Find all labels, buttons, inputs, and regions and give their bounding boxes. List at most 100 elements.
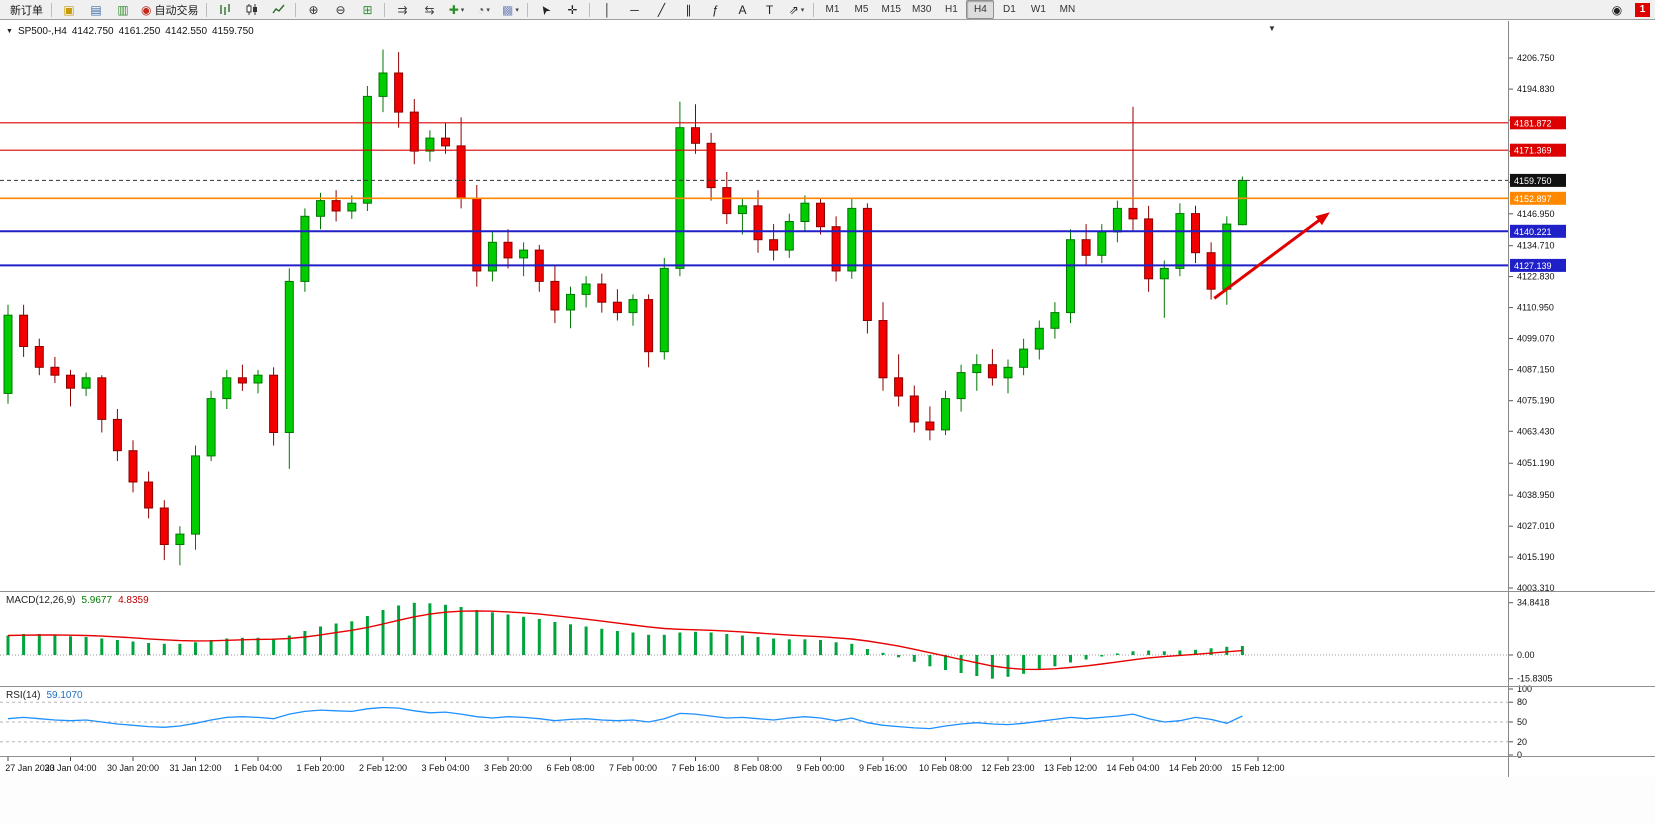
time-label: 30 Jan 04:00 — [44, 763, 96, 773]
price-tick-label: 4146.950 — [1517, 209, 1555, 219]
auto-scroll-icon[interactable]: ⇉ — [389, 0, 415, 19]
price-scale[interactable]: 4206.7504194.8304182.9104170.9904159.070… — [1508, 21, 1655, 777]
vertical-line-icon[interactable]: │ — [594, 0, 620, 19]
autotrading-button[interactable]: ◉ 自动交易 — [137, 0, 202, 19]
cursor-icon[interactable]: ➤ — [532, 0, 558, 19]
candle — [1206, 252, 1216, 290]
panel-separator[interactable] — [0, 591, 1655, 592]
fibonacci-icon[interactable]: ƒ — [702, 0, 728, 19]
timeframe-m1-button[interactable]: M1 — [825, 4, 840, 15]
line-chart-icon[interactable] — [265, 0, 291, 19]
candle — [222, 377, 232, 400]
dropdown-arrow-icon[interactable]: ▼ — [1268, 24, 1276, 33]
channel-icon[interactable]: ∥ — [675, 0, 701, 19]
price-tick-label: 4051.190 — [1517, 458, 1555, 468]
price-tick-label: 4134.710 — [1517, 241, 1555, 251]
zoom-in-icon[interactable]: ⊕ — [300, 0, 326, 19]
candle — [316, 200, 325, 217]
macd-canvas[interactable] — [0, 592, 1508, 687]
time-axis[interactable]: 27 Jan 2023 30 Jan 04:00 30 Jan 20:00 31 Ja… — [0, 757, 1508, 777]
candle — [1237, 179, 1247, 226]
time-label: 14 Feb 04:00 — [1106, 763, 1159, 773]
toolbar-separator — [527, 2, 529, 17]
macd-scale-label: 0.00 — [1517, 650, 1535, 660]
time-label: 31 Jan 12:00 — [169, 763, 221, 773]
timeframe-m5-button[interactable]: M5 — [854, 4, 869, 15]
price-tick-label: 4122.830 — [1517, 272, 1555, 282]
arrows-button[interactable]: ⇗ ▾ — [783, 0, 809, 19]
alerts-icon[interactable]: ◉ — [1604, 0, 1630, 19]
notification-badge[interactable]: 1 — [1635, 2, 1650, 17]
rsi-value: 59.1070 — [46, 690, 83, 701]
timeframe-h1-button[interactable]: H1 — [944, 4, 958, 15]
price-chart-panel: ▼ SP500-,H4 4142.750 4161.250 4142.550 4… — [0, 21, 1508, 592]
candle — [284, 280, 294, 433]
price-badge — [1510, 143, 1566, 157]
candle — [706, 142, 716, 189]
candlestick-chart-icon[interactable] — [238, 0, 264, 19]
timeframe-m30-button[interactable]: M30 — [911, 4, 932, 15]
text-icon[interactable]: A — [729, 0, 755, 19]
profiles-icon[interactable]: ▤ — [83, 0, 109, 19]
toolbar: 新订单 ▣ ▤ ▥ ◉ 自动交易 ⊕ ⊖ ⊞ ⇉ ⇆ ✚ ▾ ◔ ▾ ▩ ▾ ➤ ✛ │ ─ ╱ ∥ ƒ A T ⇗ ▾ M1 M5 M15… — [0, 0, 1655, 20]
price-badge-label: 4181.872 — [1514, 118, 1552, 128]
chevron-down-icon: ▾ — [486, 6, 490, 14]
new-chart-icon[interactable]: ▣ — [56, 0, 82, 19]
templates-icon: ▩ — [502, 2, 514, 17]
rsi-canvas[interactable] — [0, 687, 1508, 757]
timeframe-mn-button[interactable]: MN — [1059, 4, 1076, 15]
trendline-icon[interactable]: ╱ — [648, 0, 674, 19]
rsi-header: RSI(14) 59.1070 — [6, 690, 83, 701]
symbol-period-label: SP500-,H4 — [17, 26, 67, 37]
timeframe-d1-button[interactable]: D1 — [1002, 4, 1016, 15]
time-label: 6 Feb 08:00 — [546, 763, 594, 773]
time-label: 1 Feb 20:00 — [296, 763, 344, 773]
tile-windows-icon[interactable]: ⊞ — [354, 0, 380, 19]
timeframe-m15-button[interactable]: M15 — [881, 4, 901, 15]
macd-scale-label: -15.8305 — [1517, 674, 1553, 684]
candle — [394, 72, 404, 113]
candle — [1222, 223, 1232, 290]
new-order-button[interactable]: 新订单 — [3, 0, 47, 19]
candle — [691, 127, 700, 144]
data-window-icon[interactable]: ▥ — [110, 0, 136, 19]
candle — [722, 187, 732, 215]
bar-chart-icon[interactable] — [211, 0, 237, 19]
candle — [487, 241, 497, 272]
zoom-out-icon[interactable]: ⊖ — [327, 0, 353, 19]
panel-separator[interactable] — [0, 686, 1655, 687]
timeframe-w1-button[interactable]: W1 — [1030, 4, 1046, 15]
text-label-icon[interactable]: T — [756, 0, 782, 19]
chart-shift-icon[interactable]: ⇆ — [416, 0, 442, 19]
time-label: 2 Feb 12:00 — [359, 763, 407, 773]
crosshair-icon[interactable]: ✛ — [559, 0, 585, 19]
time-label: 10 Feb 08:00 — [919, 763, 972, 773]
fibonacci-icon: ƒ — [712, 2, 719, 17]
time-label: 13 Feb 12:00 — [1044, 763, 1097, 773]
trend-arrow[interactable] — [1213, 212, 1330, 300]
chart-info-line: ▼ SP500-,H4 4142.750 4161.250 4142.550 4… — [6, 26, 254, 37]
candle — [737, 205, 747, 215]
ohlc-close: 4159.750 — [212, 26, 254, 37]
candle — [847, 207, 857, 272]
timeframe-h4-button[interactable]: H4 — [966, 0, 995, 19]
panel-separator[interactable] — [0, 756, 1655, 757]
templates-button[interactable]: ▩ ▾ — [497, 0, 523, 19]
chevron-down-icon: ▾ — [515, 6, 519, 14]
candle — [1003, 366, 1013, 379]
indicators-button[interactable]: ✚ ▾ — [443, 0, 469, 19]
horizontal-line-icon[interactable]: ─ — [621, 0, 647, 19]
candle — [925, 421, 935, 431]
price-chart-canvas[interactable] — [0, 21, 1508, 592]
time-label: 1 Feb 04:00 — [234, 763, 282, 773]
quick-nav-icon[interactable]: ▼ — [6, 28, 13, 35]
chevron-down-icon: ▾ — [460, 6, 465, 14]
trendline-icon: ╱ — [657, 2, 666, 17]
autotrading-button-label: 自动交易 — [154, 4, 199, 17]
candle — [753, 205, 763, 241]
candle — [503, 241, 513, 259]
time-label: 12 Feb 23:00 — [981, 763, 1034, 773]
toolbar-separator — [384, 2, 386, 17]
candle — [628, 299, 638, 314]
periods-button[interactable]: ◔ ▾ — [470, 0, 496, 19]
